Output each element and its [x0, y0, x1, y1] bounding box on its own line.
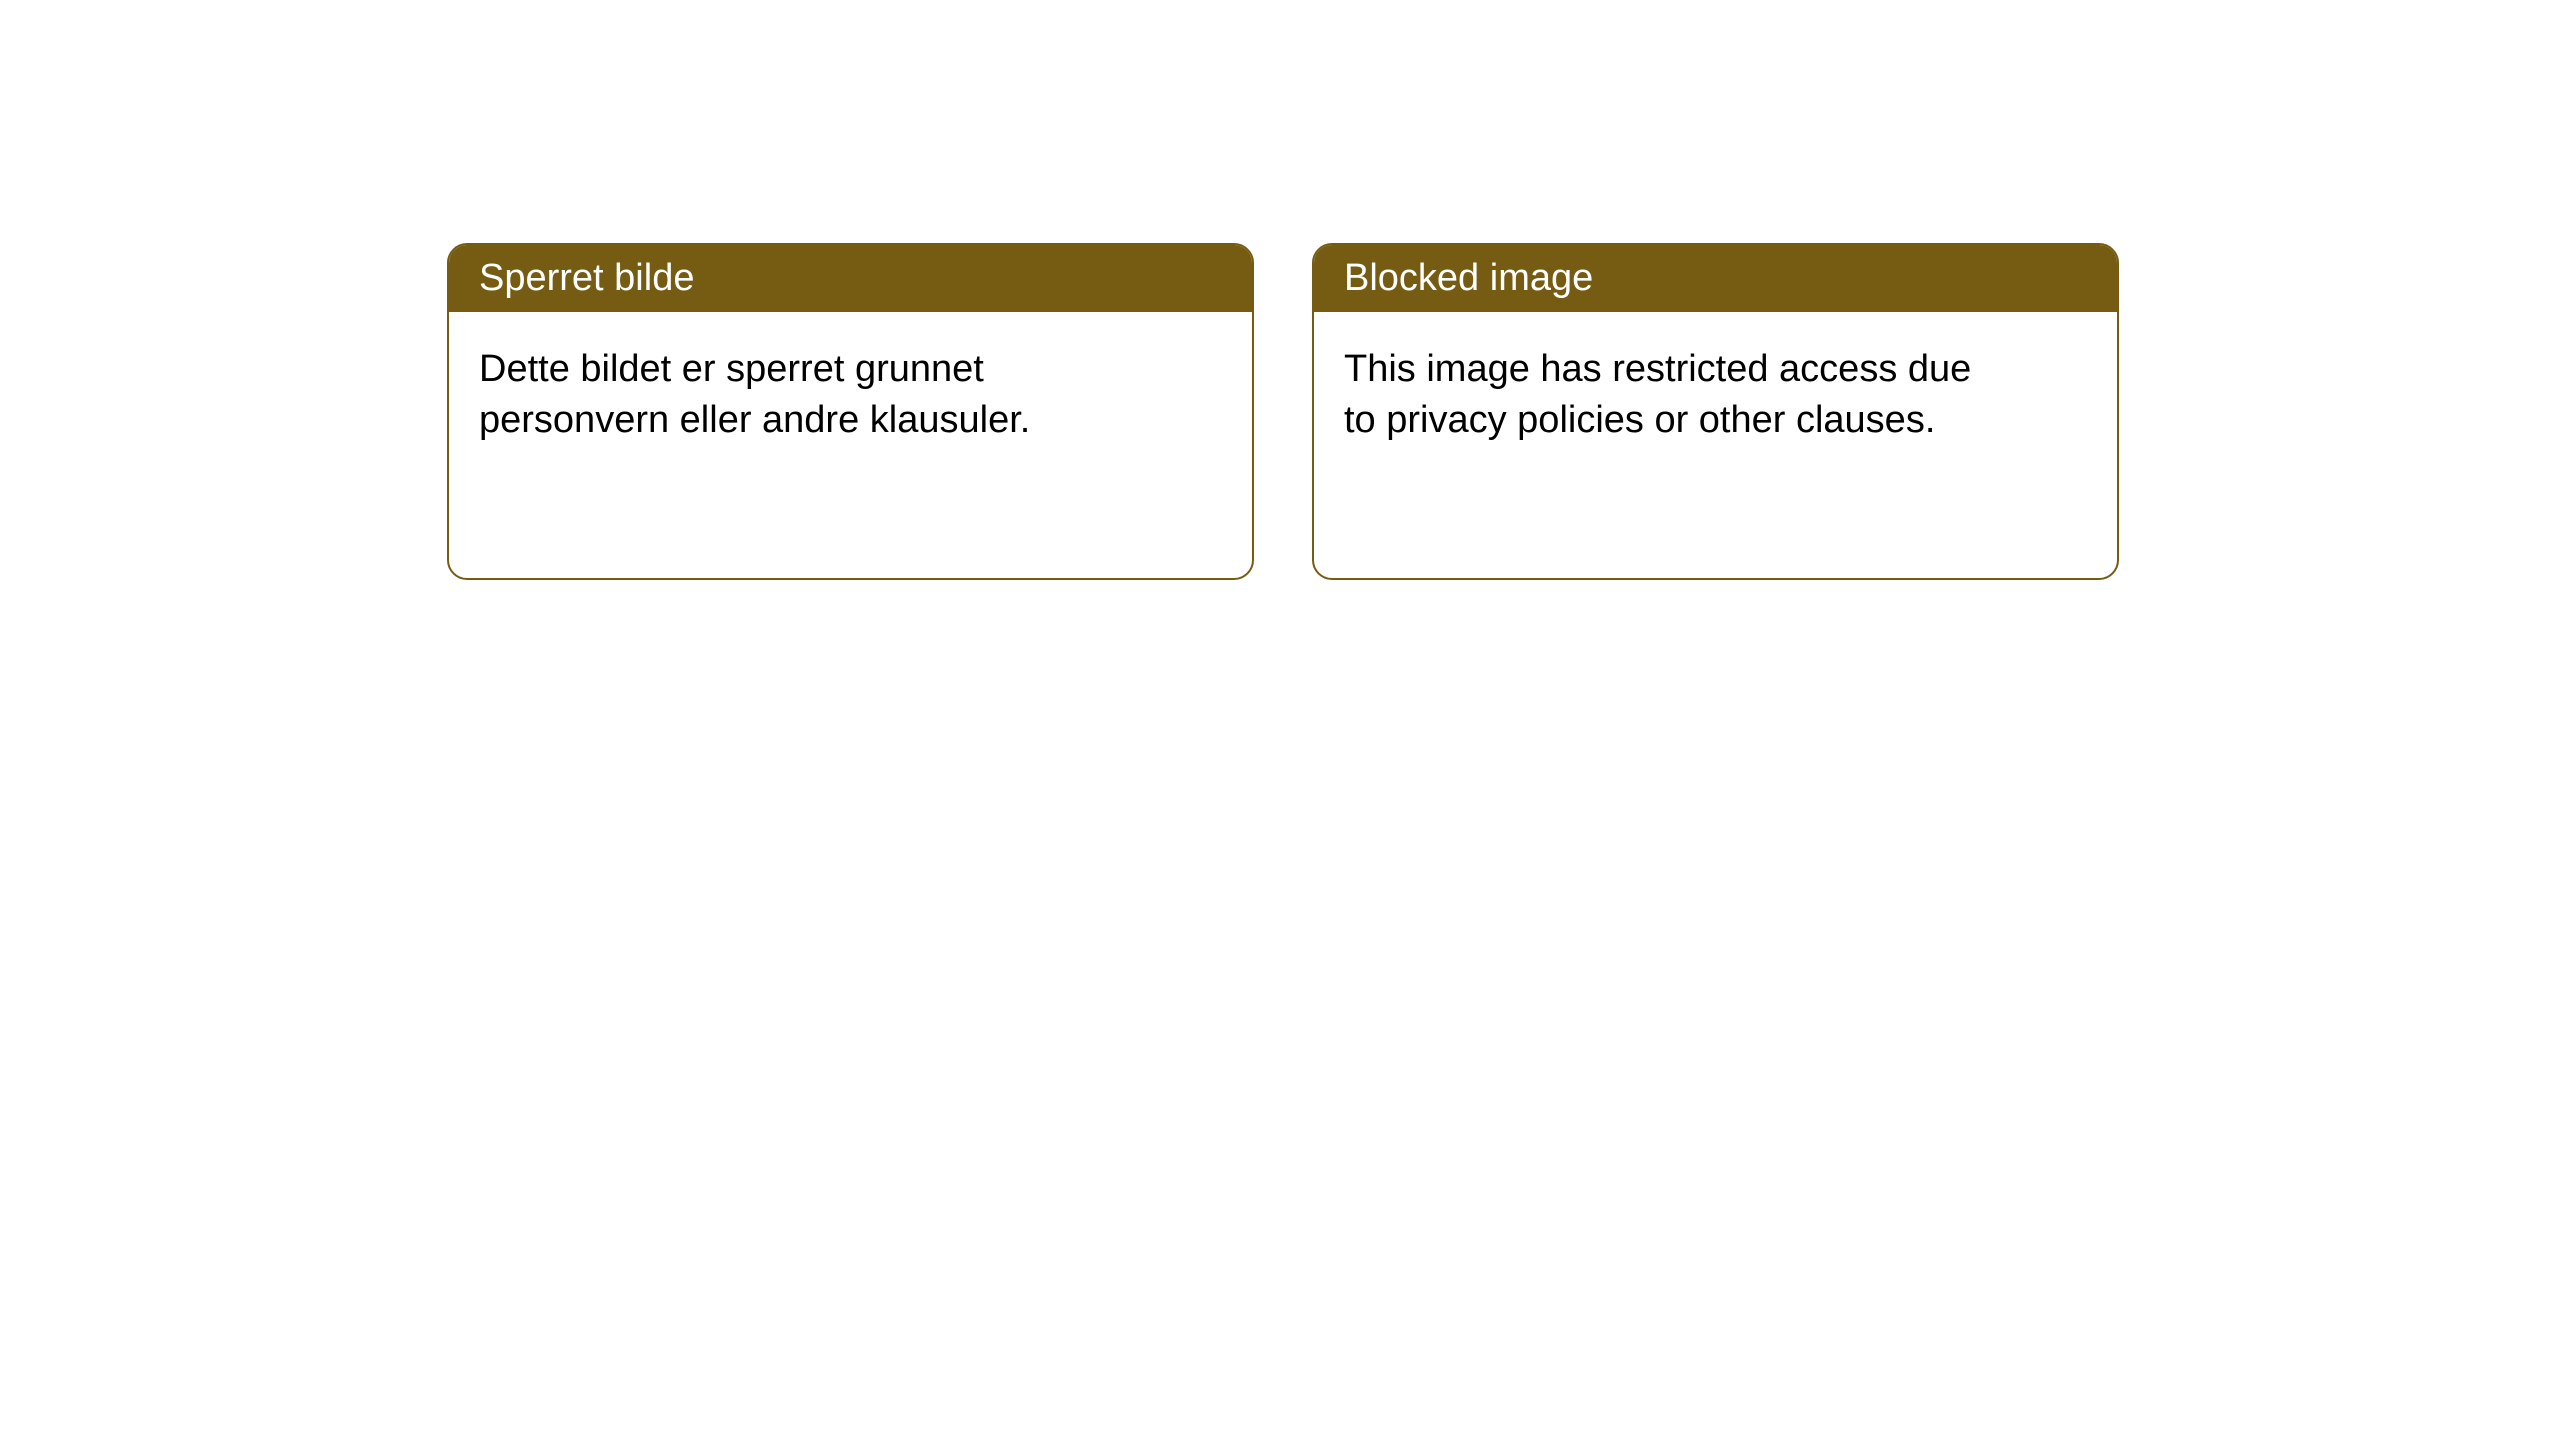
- card-title: Sperret bilde: [479, 257, 694, 299]
- card-body: This image has restricted access due to …: [1314, 312, 2117, 495]
- notice-container: Sperret bilde Dette bildet er sperret gr…: [0, 0, 2560, 580]
- card-body: Dette bildet er sperret grunnet personve…: [449, 312, 1252, 495]
- card-message: Dette bildet er sperret grunnet personve…: [479, 344, 1148, 447]
- card-header: Blocked image: [1314, 245, 2117, 312]
- blocked-image-card-en: Blocked image This image has restricted …: [1312, 243, 2119, 580]
- card-message: This image has restricted access due to …: [1344, 344, 2013, 447]
- blocked-image-card-no: Sperret bilde Dette bildet er sperret gr…: [447, 243, 1254, 580]
- card-header: Sperret bilde: [449, 245, 1252, 312]
- card-title: Blocked image: [1344, 257, 1593, 299]
